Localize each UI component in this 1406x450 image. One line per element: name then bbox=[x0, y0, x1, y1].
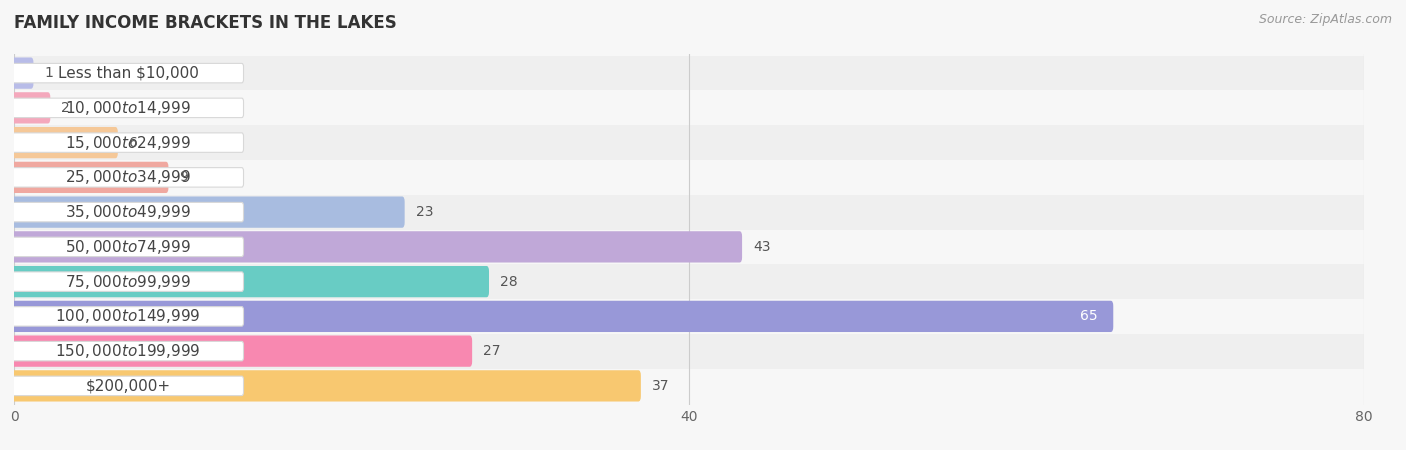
FancyBboxPatch shape bbox=[11, 92, 51, 123]
FancyBboxPatch shape bbox=[13, 376, 243, 396]
FancyBboxPatch shape bbox=[13, 202, 243, 222]
Text: 1: 1 bbox=[45, 66, 53, 80]
Text: $150,000 to $199,999: $150,000 to $199,999 bbox=[55, 342, 201, 360]
Text: 43: 43 bbox=[754, 240, 770, 254]
Text: 27: 27 bbox=[484, 344, 501, 358]
FancyBboxPatch shape bbox=[13, 98, 243, 117]
FancyBboxPatch shape bbox=[11, 266, 489, 297]
FancyBboxPatch shape bbox=[13, 133, 243, 153]
FancyBboxPatch shape bbox=[11, 301, 1114, 332]
Bar bbox=[14, 264, 1364, 299]
Text: 6: 6 bbox=[129, 135, 138, 149]
FancyBboxPatch shape bbox=[13, 272, 243, 291]
FancyBboxPatch shape bbox=[11, 231, 742, 262]
Text: Source: ZipAtlas.com: Source: ZipAtlas.com bbox=[1258, 14, 1392, 27]
FancyBboxPatch shape bbox=[13, 237, 243, 256]
Text: $50,000 to $74,999: $50,000 to $74,999 bbox=[65, 238, 191, 256]
Text: 2: 2 bbox=[62, 101, 70, 115]
Text: FAMILY INCOME BRACKETS IN THE LAKES: FAMILY INCOME BRACKETS IN THE LAKES bbox=[14, 14, 396, 32]
Bar bbox=[14, 160, 1364, 195]
Text: 9: 9 bbox=[180, 171, 188, 184]
Bar bbox=[14, 195, 1364, 230]
Bar bbox=[14, 230, 1364, 264]
Bar bbox=[14, 334, 1364, 369]
FancyBboxPatch shape bbox=[11, 336, 472, 367]
Text: $25,000 to $34,999: $25,000 to $34,999 bbox=[65, 168, 191, 186]
Bar bbox=[14, 299, 1364, 334]
Text: 28: 28 bbox=[501, 274, 517, 288]
Text: $15,000 to $24,999: $15,000 to $24,999 bbox=[65, 134, 191, 152]
FancyBboxPatch shape bbox=[11, 127, 118, 158]
Text: $75,000 to $99,999: $75,000 to $99,999 bbox=[65, 273, 191, 291]
FancyBboxPatch shape bbox=[11, 162, 169, 193]
FancyBboxPatch shape bbox=[13, 342, 243, 361]
Text: $10,000 to $14,999: $10,000 to $14,999 bbox=[65, 99, 191, 117]
Text: Less than $10,000: Less than $10,000 bbox=[58, 66, 198, 81]
Text: 23: 23 bbox=[416, 205, 433, 219]
FancyBboxPatch shape bbox=[11, 370, 641, 401]
Text: 37: 37 bbox=[652, 379, 669, 393]
Bar bbox=[14, 369, 1364, 403]
Text: $200,000+: $200,000+ bbox=[86, 378, 170, 393]
Bar bbox=[14, 90, 1364, 125]
FancyBboxPatch shape bbox=[11, 58, 34, 89]
Text: $35,000 to $49,999: $35,000 to $49,999 bbox=[65, 203, 191, 221]
FancyBboxPatch shape bbox=[13, 63, 243, 83]
FancyBboxPatch shape bbox=[13, 306, 243, 326]
Bar bbox=[14, 125, 1364, 160]
Bar bbox=[14, 56, 1364, 90]
FancyBboxPatch shape bbox=[13, 168, 243, 187]
Text: $100,000 to $149,999: $100,000 to $149,999 bbox=[55, 307, 201, 325]
Text: 65: 65 bbox=[1080, 310, 1097, 324]
FancyBboxPatch shape bbox=[11, 197, 405, 228]
